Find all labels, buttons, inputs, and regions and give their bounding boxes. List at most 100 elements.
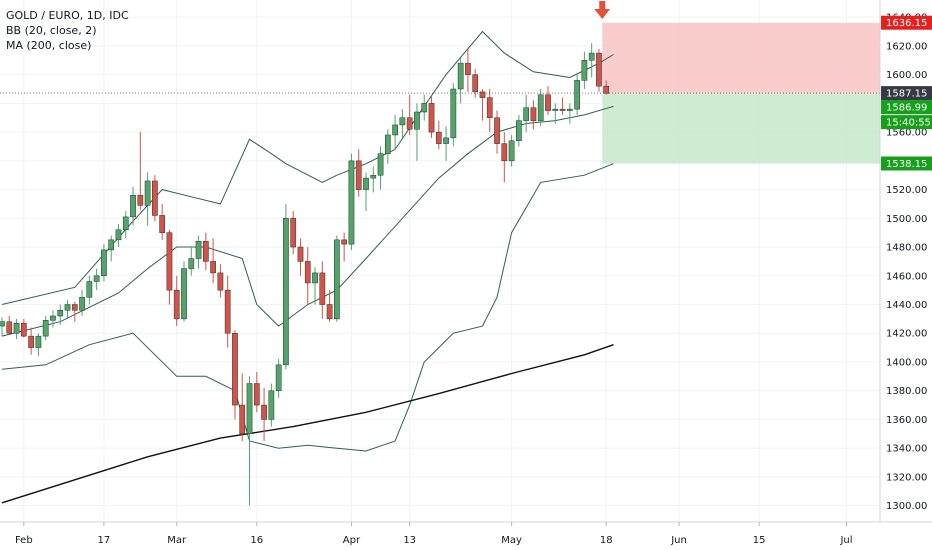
candle bbox=[508, 134, 515, 167]
candle bbox=[152, 175, 158, 222]
candle-body bbox=[319, 272, 326, 305]
candle-body bbox=[566, 108, 573, 111]
candle bbox=[64, 300, 71, 319]
candle bbox=[122, 211, 129, 239]
candle-body bbox=[516, 120, 522, 141]
price-tick-label: 1420.00 bbox=[886, 329, 927, 340]
candle-body bbox=[399, 117, 406, 126]
candle bbox=[523, 94, 530, 133]
candle-body bbox=[297, 246, 304, 262]
candle bbox=[275, 359, 282, 398]
candle bbox=[392, 114, 398, 150]
price-tick-label: 1560.00 bbox=[886, 128, 927, 139]
candle bbox=[326, 290, 333, 322]
candle-body bbox=[377, 153, 384, 176]
candle bbox=[516, 114, 522, 147]
candle bbox=[35, 333, 42, 357]
candle-body bbox=[574, 80, 580, 110]
stop-price-tag-label: 1636.15 bbox=[886, 18, 927, 29]
stop-loss-zone bbox=[602, 22, 880, 94]
candle bbox=[57, 304, 64, 325]
candle bbox=[421, 94, 428, 121]
candle-body bbox=[312, 272, 318, 284]
candle-body bbox=[384, 134, 391, 154]
candle bbox=[443, 126, 449, 161]
candle-body bbox=[64, 304, 71, 311]
candle bbox=[377, 146, 384, 190]
candle bbox=[596, 48, 602, 92]
price-tick-label: 1500.00 bbox=[886, 214, 927, 225]
price-tick-label: 1400.00 bbox=[886, 357, 927, 368]
candle-body bbox=[450, 88, 457, 139]
price-tick-label: 1480.00 bbox=[886, 243, 927, 254]
candle bbox=[341, 232, 348, 262]
candle-body bbox=[406, 117, 413, 130]
price-tick-label: 1340.00 bbox=[886, 444, 927, 455]
candle bbox=[297, 238, 304, 276]
candle-body bbox=[137, 195, 144, 206]
candle bbox=[406, 94, 413, 135]
candle-body bbox=[421, 103, 428, 113]
ma-legend[interactable]: MA (200, close) bbox=[6, 39, 92, 52]
time-axis[interactable]: Feb 17 Mar 16 Apr 13 May 18 Jun 15 Jul bbox=[0, 521, 932, 546]
candle-body bbox=[334, 239, 340, 320]
price-tick-label: 1520.00 bbox=[886, 185, 927, 196]
candle-body bbox=[414, 111, 420, 130]
candle-body bbox=[159, 215, 166, 233]
ma-line bbox=[1, 344, 614, 504]
candle-body bbox=[443, 137, 449, 144]
candle bbox=[210, 238, 216, 283]
time-tick-label: 13 bbox=[403, 535, 416, 546]
candle bbox=[239, 373, 246, 441]
candle bbox=[370, 166, 377, 193]
candle-body bbox=[246, 383, 253, 435]
candle bbox=[486, 89, 493, 133]
candle-body bbox=[6, 321, 13, 334]
bb-upper-line bbox=[1, 30, 614, 305]
candle-body bbox=[428, 103, 435, 133]
candle-body bbox=[268, 390, 275, 420]
candle-body bbox=[261, 404, 267, 420]
candle-body bbox=[530, 107, 537, 121]
candle bbox=[159, 203, 166, 240]
candle bbox=[494, 110, 500, 154]
candle-body bbox=[122, 216, 129, 231]
price-axis[interactable]: 1300.00 1320.00 1340.00 1360.00 1380.00 1400.… bbox=[879, 0, 927, 522]
candle bbox=[50, 310, 56, 328]
candle bbox=[559, 97, 566, 115]
candle-body bbox=[42, 320, 49, 337]
candle bbox=[224, 275, 231, 348]
candle-body bbox=[494, 117, 500, 144]
price-tick-label: 1380.00 bbox=[886, 386, 927, 397]
candlesticks bbox=[0, 43, 610, 506]
time-tick-label: 16 bbox=[250, 535, 263, 546]
bb-middle-tag-label: 1586.99 bbox=[886, 103, 927, 114]
candle-body bbox=[465, 62, 471, 75]
candle bbox=[363, 172, 369, 212]
price-tick-label: 1320.00 bbox=[886, 472, 927, 483]
time-tick-label: 15 bbox=[753, 535, 766, 546]
candle-body bbox=[552, 108, 559, 111]
candle-body bbox=[20, 322, 27, 337]
sell-arrow-icon bbox=[594, 1, 611, 19]
candle-body bbox=[508, 140, 515, 162]
moving-average-200 bbox=[1, 344, 614, 504]
stop-price-tag bbox=[881, 15, 932, 30]
candle bbox=[566, 103, 573, 124]
countdown-tag-label: 15:40:55 bbox=[886, 118, 931, 129]
candle-body bbox=[50, 315, 56, 321]
candle-body bbox=[57, 310, 64, 317]
candle bbox=[290, 211, 297, 255]
last-price-tag bbox=[881, 86, 932, 101]
candle bbox=[28, 327, 34, 355]
arrow-shaft bbox=[599, 1, 606, 9]
symbol-title[interactable]: GOLD / EURO, 1D, IDC bbox=[6, 9, 129, 22]
candle-body bbox=[79, 297, 85, 311]
candle-body bbox=[283, 218, 289, 366]
candle-body bbox=[28, 335, 34, 348]
chart-legend: GOLD / EURO, 1D, IDC BB (20, close, 2) M… bbox=[6, 8, 129, 53]
bollinger-legend[interactable]: BB (20, close, 2) bbox=[6, 24, 97, 37]
position-zones[interactable] bbox=[602, 22, 880, 164]
candle bbox=[312, 267, 318, 305]
